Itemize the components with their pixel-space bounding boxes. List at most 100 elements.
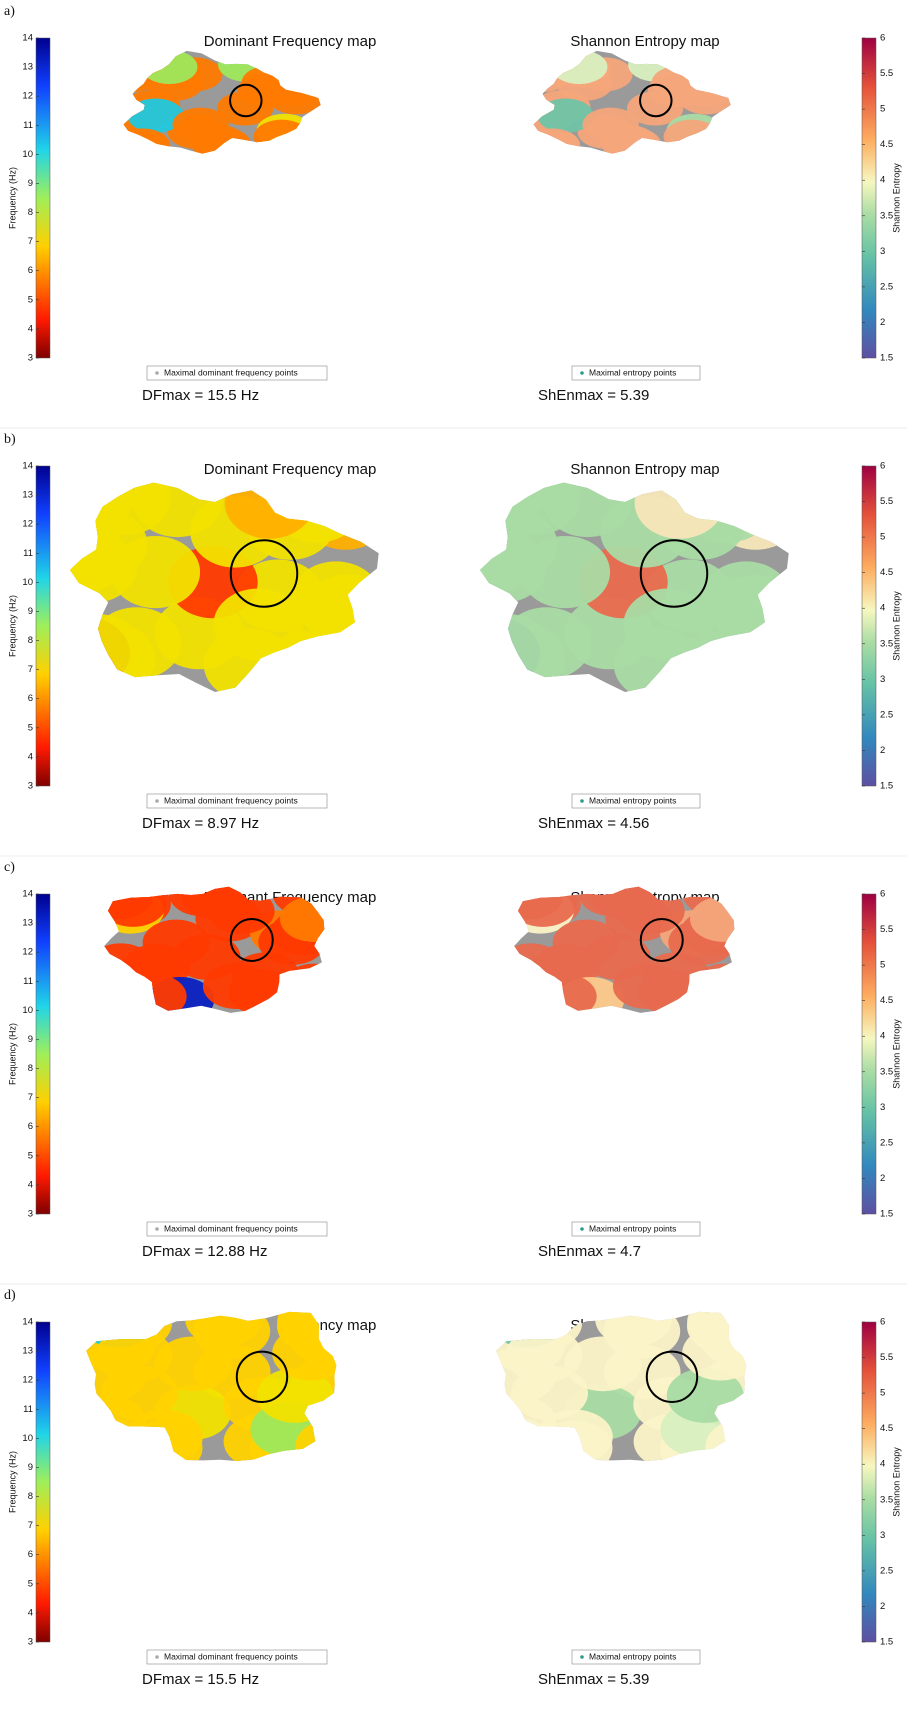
colorbar-tick-label: 13 — [22, 62, 33, 73]
colorbar-label: Shannon Entropy — [891, 1447, 901, 1517]
patches — [447, 461, 802, 704]
colorbar-tick-label: 6 — [880, 33, 885, 44]
colorbar-tick-label: 3 — [880, 1102, 885, 1113]
page: {"panels": [ {"label": "a)", "df_title":… — [0, 0, 907, 1711]
legend-text: Maximal dominant frequency points — [164, 795, 298, 805]
max-value: ShEnmax = 4.56 — [538, 815, 649, 832]
colorbar-tick-label: 5.5 — [880, 924, 893, 935]
map-patch — [87, 943, 154, 989]
colorbar-tick-label: 12 — [22, 1375, 33, 1386]
map-patch — [489, 1293, 566, 1348]
colorbar — [862, 466, 876, 786]
panel-label: c) — [4, 860, 15, 875]
colorbar-tick-label: 8 — [28, 1063, 33, 1074]
colorbar-tick-label: 14 — [22, 33, 33, 44]
colorbar-tick-label: 11 — [23, 120, 33, 131]
legend-marker — [580, 1227, 584, 1231]
panel-label: a) — [4, 4, 15, 19]
colorbar-tick-label: 9 — [28, 1034, 33, 1045]
colorbar-tick-label: 5 — [880, 104, 885, 115]
colorbar-label: Shannon Entropy — [891, 591, 901, 661]
legend-marker — [580, 371, 584, 375]
colorbar-tick-label: 9 — [28, 1462, 33, 1473]
colorbar-tick-label: 7 — [28, 236, 33, 247]
map-patch — [82, 977, 149, 1023]
map-patch — [119, 974, 186, 1020]
map-title: Shannon Entropy map — [570, 461, 719, 478]
colorbar-tick-label: 7 — [28, 1520, 33, 1531]
map-patch — [463, 614, 553, 686]
legend-text: Maximal dominant frequency points — [164, 1651, 298, 1661]
colorbar-tick-label: 2 — [880, 745, 885, 756]
colorbar-tick-label: 4 — [28, 1607, 33, 1618]
colorbar — [36, 38, 50, 358]
colorbar-tick-label: 6 — [28, 1121, 33, 1132]
colorbar-tick-label: 4 — [880, 603, 885, 614]
legend-marker — [580, 799, 584, 803]
colorbar-tick-label: 1.5 — [880, 1209, 893, 1220]
colorbar-label: Frequency (Hz) — [7, 1451, 17, 1513]
map-title: Dominant Frequency map — [204, 461, 377, 478]
map-patch — [213, 589, 303, 661]
max-value: DFmax = 8.97 Hz — [142, 815, 259, 832]
colorbar-tick-label: 3 — [880, 1530, 885, 1541]
colorbar — [36, 894, 50, 1214]
colorbar-tick-label: 8 — [28, 1491, 33, 1502]
colorbar-tick-label: 3 — [880, 674, 885, 685]
map-patch — [511, 1366, 588, 1421]
colorbar-tick-label: 7 — [28, 664, 33, 675]
colorbar-tick-label: 3 — [28, 1209, 33, 1220]
colorbar-tick-label: 2 — [880, 317, 885, 328]
colorbar-tick-label: 10 — [22, 577, 33, 588]
legend-text: Maximal entropy points — [589, 795, 676, 805]
colorbar-tick-label: 1.5 — [880, 353, 893, 364]
colorbar-tick-label: 8 — [28, 635, 33, 646]
colorbar-tick-label: 11 — [23, 1404, 33, 1415]
panel-label: b) — [4, 432, 16, 447]
figure: a) Dominant Frequency map Shannon Entropy … — [0, 0, 907, 1711]
map-patch — [497, 943, 564, 989]
colorbar — [36, 1322, 50, 1642]
colorbar-tick-label: 12 — [22, 91, 33, 102]
colorbar-tick-label: 11 — [23, 548, 33, 559]
map-patch — [682, 1326, 759, 1381]
colorbar-tick-label: 1.5 — [880, 1637, 893, 1648]
colorbar-tick-label: 7 — [28, 1092, 33, 1103]
colorbar-tick-label: 10 — [22, 1433, 33, 1444]
map-patch — [690, 896, 757, 942]
colorbar-tick-label: 13 — [22, 918, 33, 929]
legend-marker — [155, 371, 159, 375]
colorbar-tick-label: 9 — [28, 178, 33, 189]
patches — [37, 461, 392, 704]
colorbar-tick-label: 13 — [22, 490, 33, 501]
map-patch — [48, 531, 138, 603]
colorbar-tick-label: 5 — [28, 1150, 33, 1161]
colorbar-tick-label: 4.5 — [880, 567, 893, 578]
legend-marker — [155, 1655, 159, 1659]
map-title: Shannon Entropy map — [570, 33, 719, 50]
colorbar-tick-label: 2.5 — [880, 281, 893, 292]
colorbar-tick-label: 5 — [880, 960, 885, 971]
map-patch — [680, 48, 736, 82]
colorbar-tick-label: 6 — [28, 1549, 33, 1560]
colorbar — [862, 894, 876, 1214]
colorbar-tick-label: 5.5 — [880, 496, 893, 507]
map-patch — [79, 1293, 156, 1348]
panel: d)Dominant Frequency mapShannon Entropy … — [0, 1284, 907, 1688]
colorbar-tick-label: 4 — [880, 175, 885, 186]
colorbar-tick-label: 3 — [28, 781, 33, 792]
map-patch — [524, 128, 580, 162]
colorbar-tick-label: 6 — [880, 889, 885, 900]
colorbar-tick-label: 4 — [880, 1031, 885, 1042]
colorbar-tick-label: 10 — [22, 1005, 33, 1016]
map-patch — [478, 1418, 555, 1473]
map-patch — [68, 1418, 145, 1473]
colorbar-tick-label: 12 — [22, 519, 33, 530]
map-patch — [706, 1419, 783, 1474]
colorbar — [862, 1322, 876, 1642]
colorbar-tick-label: 4.5 — [880, 139, 893, 150]
colorbar-tick-label: 1.5 — [880, 781, 893, 792]
colorbar-tick-label: 6 — [880, 1317, 885, 1328]
